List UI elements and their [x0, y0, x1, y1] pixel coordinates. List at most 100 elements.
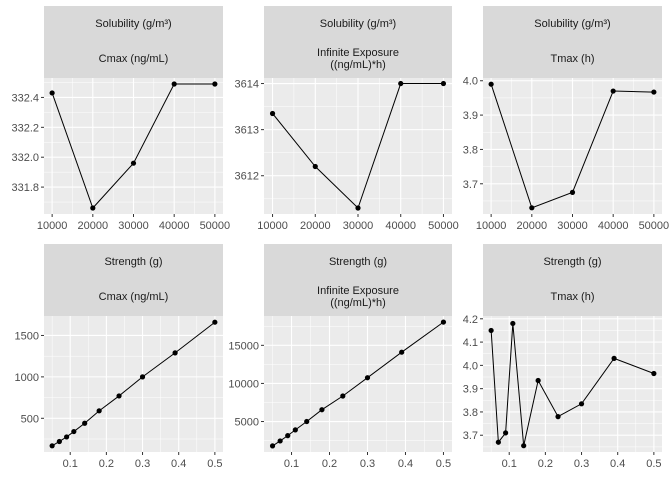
x-tick-label: 0.2: [322, 458, 337, 470]
data-point: [503, 430, 509, 436]
x-tick-label: 0.3: [574, 458, 589, 470]
y-tick-label: 3.8: [463, 407, 478, 419]
data-point: [440, 319, 447, 325]
y-tick-label: 4.0: [463, 76, 478, 88]
data-point: [488, 327, 494, 334]
x-tick-label: 20000: [78, 220, 109, 232]
strip-header: [483, 6, 662, 78]
y-tick-label: 3.8: [463, 144, 478, 156]
series-line: [490, 323, 655, 446]
strip-label: ((ng/mL)*h): [330, 59, 386, 71]
y-tick-label: 332.2: [11, 122, 39, 134]
data-point: [285, 433, 291, 439]
y-tick-label: 15000: [228, 340, 259, 352]
series-line: [272, 321, 444, 447]
strip-label: Strength (g): [104, 256, 162, 268]
data-point: [521, 443, 527, 449]
y-tick-label: 4.0: [463, 360, 478, 372]
strip-label: Infinite Exposure: [317, 285, 399, 297]
x-tick-label: 0.5: [207, 458, 222, 470]
y-tick-label: 3612: [235, 171, 259, 183]
facet-panel-2: Solubility (g/m³) Infinite Exposure((ng/m…: [235, 6, 459, 232]
data-point: [90, 205, 96, 211]
data-point: [535, 377, 541, 384]
y-tick-label: 4.2: [463, 314, 478, 326]
strip-label: ((ng/mL)*h): [330, 297, 386, 309]
x-tick-label: 30000: [557, 220, 588, 232]
y-tick-label: 1500: [15, 330, 39, 342]
data-point: [64, 434, 70, 440]
data-point: [212, 81, 218, 87]
x-tick-label: 40000: [385, 220, 416, 232]
y-tick-label: 1000: [15, 372, 39, 384]
x-tick-label: 20000: [300, 220, 331, 232]
data-point: [49, 443, 55, 449]
data-point: [130, 160, 137, 166]
data-point: [82, 420, 88, 426]
x-tick-label: 0.4: [171, 458, 186, 470]
x-tick-label: 10000: [37, 220, 68, 232]
strip-label: Strength (g): [543, 256, 601, 268]
data-point: [510, 320, 516, 327]
y-tick-label: 3.9: [463, 384, 478, 396]
data-point: [319, 407, 325, 413]
data-point: [312, 163, 318, 170]
facet-panel-5: Strength (g) Infinite Exposure((ng/mL)*h)…: [228, 244, 452, 470]
x-tick-label: 10000: [476, 220, 507, 232]
x-tick-label: 0.3: [135, 458, 150, 470]
y-tick-label: 3614: [235, 79, 259, 91]
x-tick-label: 0.1: [284, 458, 299, 470]
y-tick-label: 3.7: [463, 430, 478, 442]
x-tick-label: 0.5: [436, 458, 451, 470]
data-point: [495, 439, 501, 445]
data-point: [399, 349, 405, 355]
y-tick-label: 3.7: [463, 179, 478, 191]
panel-background: [483, 316, 662, 452]
strip-header: [264, 244, 452, 316]
x-tick-label: 40000: [598, 220, 629, 232]
x-tick-label: 30000: [343, 220, 374, 232]
series-line: [51, 321, 216, 447]
data-point: [116, 393, 122, 399]
x-tick-label: 0.3: [360, 458, 375, 470]
strip-label: Solubility (g/m³): [95, 18, 171, 30]
strip-label: Tmax (h): [551, 53, 595, 65]
facet-panel-1: Solubility (g/m³) Cmax (ng/mL) 10000 20000 3…: [11, 6, 230, 232]
data-point: [610, 88, 616, 94]
data-point: [139, 374, 146, 380]
facet-panel-6: Strength (g) Tmax (h) 0.1 0.2 0.3 0.4 0.5 3.7 3.…: [463, 244, 662, 470]
data-point: [49, 90, 55, 96]
data-point: [651, 89, 657, 95]
x-tick-label: 0.1: [63, 458, 78, 470]
y-tick-label: 500: [21, 413, 39, 425]
x-tick-label: 50000: [639, 220, 670, 232]
x-tick-label: 40000: [159, 220, 190, 232]
y-tick-label: 332.0: [11, 152, 39, 164]
strip-label: Cmax (ng/mL): [99, 291, 169, 303]
facet-panel-4: Strength (g) Cmax (ng/mL) 0.1 0.2 0.3 0.4 0.5 5…: [15, 244, 223, 470]
x-tick-label: 20000: [517, 220, 548, 232]
data-point: [212, 319, 218, 325]
data-point: [292, 427, 298, 433]
x-tick-label: 30000: [118, 220, 149, 232]
x-tick-label: 0.2: [538, 458, 553, 470]
x-tick-label: 10000: [257, 220, 288, 232]
data-point: [578, 401, 585, 407]
data-point: [364, 375, 371, 381]
data-point: [488, 81, 494, 87]
data-point: [269, 110, 276, 117]
strip-label: Solubility (g/m³): [320, 18, 396, 30]
data-point: [529, 205, 535, 211]
data-point: [569, 189, 576, 195]
strip-label: Solubility (g/m³): [534, 18, 610, 30]
data-point: [398, 80, 404, 87]
strip-header: [483, 244, 662, 316]
x-tick-label: 50000: [428, 220, 459, 232]
strip-label: Infinite Exposure: [317, 47, 399, 59]
data-point: [172, 350, 178, 356]
data-point: [269, 443, 276, 449]
data-point: [611, 355, 617, 361]
data-point: [555, 414, 561, 420]
y-tick-label: 4.1: [463, 337, 478, 349]
data-point: [340, 393, 346, 399]
